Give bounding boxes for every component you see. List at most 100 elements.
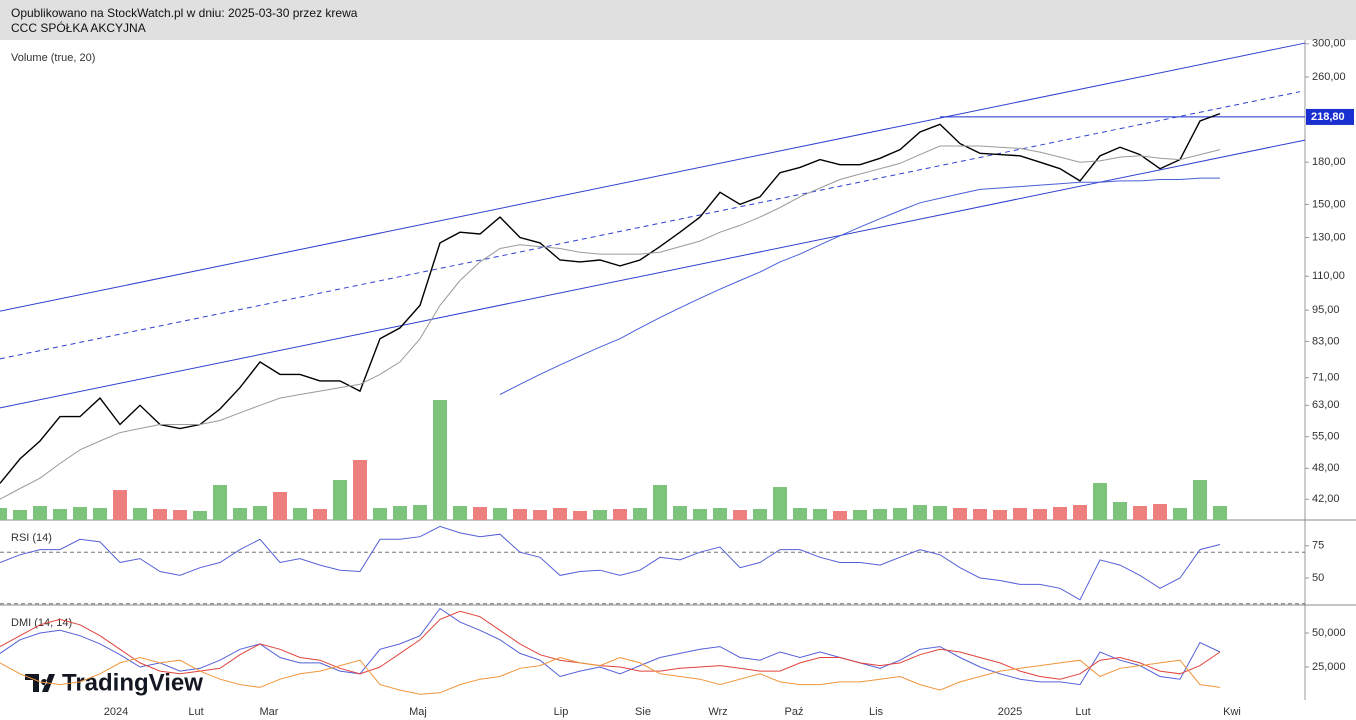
volume-bar [833, 511, 847, 520]
header-line: CCC SPÓŁKA AKCYJNA [11, 21, 146, 35]
x-tick-label: Lut [1075, 706, 1090, 718]
volume-bar [993, 510, 1007, 520]
y-tick-label: 50 [1312, 572, 1324, 584]
header: Opublikowano na StockWatch.pl w dniu: 20… [0, 0, 1356, 40]
volume-bar [1213, 506, 1227, 520]
series-line [0, 656, 1221, 695]
volume-bar [1133, 506, 1147, 520]
y-tick-label: 95,00 [1312, 304, 1340, 316]
volume-bar [853, 510, 867, 520]
volume-bar [13, 510, 27, 520]
volume-bar [293, 508, 307, 520]
y-tick-label: 150,00 [1312, 198, 1346, 210]
x-tick-label: 2025 [998, 706, 1022, 718]
panel-title: RSI (14) [11, 532, 52, 544]
volume-bar [1113, 502, 1127, 520]
volume-bar [533, 510, 547, 520]
series-line [0, 607, 1221, 686]
panel-title: Volume (true, 20) [11, 52, 95, 64]
x-tick-label: Lis [869, 706, 884, 718]
y-tick-label: 48,00 [1312, 462, 1340, 474]
volume-bar [1013, 508, 1027, 520]
y-tick-label: 110,00 [1312, 270, 1345, 282]
trendline [0, 139, 1306, 409]
volume-bar [1153, 504, 1167, 520]
x-tick-label: 2024 [104, 706, 128, 718]
volume-bar [173, 510, 187, 520]
volume-bar [593, 510, 607, 520]
x-tick-label: Paź [785, 706, 804, 718]
volume-bar [713, 508, 727, 520]
volume-bar [253, 506, 267, 520]
y-tick-label: 71,00 [1312, 372, 1340, 384]
volume-bar [93, 508, 107, 520]
x-tick-label: Kwi [1223, 706, 1241, 718]
volume-bar [873, 509, 887, 520]
x-tick-label: Lip [554, 706, 569, 718]
volume-bar [953, 508, 967, 520]
panel-title: DMI (14, 14) [11, 617, 72, 629]
volume-bar [373, 508, 387, 520]
volume-bar [213, 485, 227, 520]
volume-bar [793, 508, 807, 520]
volume-bar [333, 480, 347, 520]
volume-bar [733, 510, 747, 520]
x-tick-label: Maj [409, 706, 427, 718]
volume-bar [613, 509, 627, 520]
volume-bar [653, 485, 667, 520]
series-line [0, 525, 1221, 601]
volume-bar [1053, 507, 1067, 520]
volume-bar [33, 506, 47, 520]
volume-bar [1033, 509, 1047, 520]
volume-bar [513, 509, 527, 520]
volume-bar [353, 460, 367, 520]
x-tick-label: Sie [635, 706, 651, 718]
series-line [0, 145, 1221, 500]
y-tick-label: 25,000 [1312, 661, 1346, 673]
volume-bar [633, 508, 647, 520]
volume-bar [1193, 480, 1207, 520]
y-tick-label: 180,00 [1312, 156, 1346, 168]
y-tick-label: 300,00 [1312, 38, 1346, 50]
y-tick-label: 63,00 [1312, 399, 1340, 411]
y-tick-label: 42,00 [1312, 493, 1340, 505]
volume-bar [573, 511, 587, 520]
y-tick-label: 55,00 [1312, 431, 1340, 443]
volume-bar [673, 506, 687, 520]
trendline [0, 42, 1306, 312]
volume-bar [153, 509, 167, 520]
y-tick-label: 83,00 [1312, 335, 1340, 347]
header-line: Opublikowano na StockWatch.pl w dniu: 20… [11, 6, 358, 20]
volume-bar [0, 508, 7, 520]
volume-bar [473, 507, 487, 520]
volume-bar [113, 490, 127, 520]
volume-bar [493, 508, 507, 520]
volume-bar [893, 508, 907, 520]
volume-bar [433, 400, 447, 520]
volume-bar [193, 511, 207, 520]
volume-bar [973, 509, 987, 520]
volume-bar [913, 505, 927, 520]
volume-bar [393, 506, 407, 520]
volume-bar [753, 509, 767, 520]
y-tick-label: 260,00 [1312, 71, 1346, 83]
volume-bar [453, 506, 467, 520]
volume-bar [273, 492, 287, 520]
x-tick-label: Lut [188, 706, 203, 718]
volume-bar [813, 509, 827, 520]
last-price-box [1306, 108, 1354, 125]
y-tick-label: 75 [1312, 540, 1324, 552]
volume-bar [53, 509, 67, 520]
y-tick-label: 130,00 [1312, 231, 1346, 243]
last-price-label: 218,80 [1311, 111, 1345, 123]
volume-bar [133, 508, 147, 520]
volume-bar [1073, 505, 1087, 520]
volume-bar [313, 509, 327, 520]
volume-bar [553, 508, 567, 520]
series-line [0, 610, 1221, 680]
volume-bar [233, 508, 247, 520]
volume-bar [933, 506, 947, 520]
volume-bar [1093, 483, 1107, 520]
